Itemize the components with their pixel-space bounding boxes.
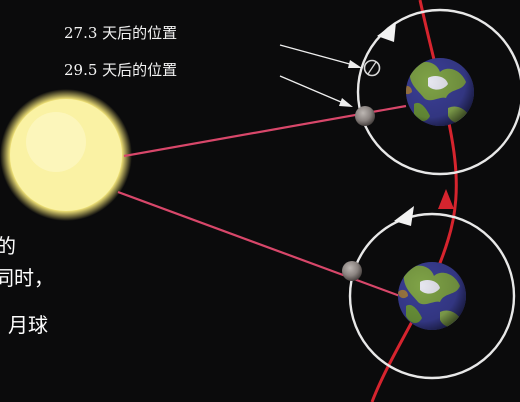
- earth-upper: [406, 58, 474, 126]
- sun-line-lower: [117, 190, 401, 298]
- moon-27-3-days-outline: [363, 59, 381, 77]
- label-27-3-days: 27.3 天后的位置: [64, 24, 178, 42]
- earth-lower: [398, 262, 466, 330]
- side-text-line-1: 的: [0, 234, 16, 258]
- moon-lower: [342, 261, 362, 281]
- moon-orbit-upper: [356, 8, 520, 176]
- pointer-arrow-29-5: [279, 75, 353, 107]
- moon-orbit-arrow-upper: [377, 22, 396, 42]
- orbit-direction-arrow: [438, 189, 454, 209]
- moon-29-5-days: [355, 106, 375, 126]
- moon-orbit-arrow-lower: [394, 206, 414, 226]
- moon-orbit-lower: [348, 212, 516, 380]
- side-text-line-3: 月球: [8, 313, 48, 337]
- sun: [0, 89, 132, 221]
- label-29-5-days: 29.5 天后的位置: [64, 61, 178, 79]
- side-text-line-2: 同时，: [0, 266, 54, 290]
- moon-outline-slash: [367, 61, 377, 75]
- pointer-arrow-27-3: [279, 44, 362, 68]
